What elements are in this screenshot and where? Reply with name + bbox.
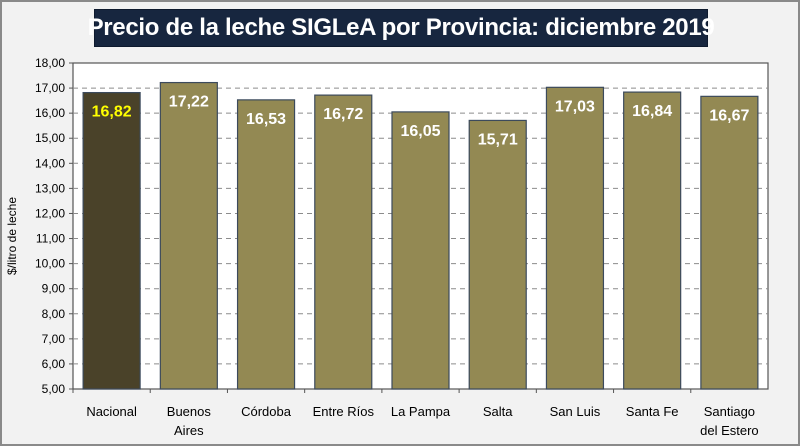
- data-label: 17,22: [169, 94, 209, 111]
- x-tick-label-line: San Luis: [550, 404, 601, 419]
- x-tick-label-line: Córdoba: [241, 404, 292, 419]
- y-tick-label: 8,00: [42, 307, 66, 321]
- y-tick-label: 5,00: [42, 382, 66, 396]
- y-tick-label: 9,00: [42, 282, 66, 296]
- y-tick-label: 10,00: [35, 257, 65, 271]
- chart-title-box: Precio de la leche SIGLeA por Provincia:…: [88, 9, 715, 47]
- data-label: 16,67: [709, 107, 749, 124]
- y-tick-label: 13,00: [35, 181, 65, 195]
- x-tick-label-line: Nacional: [86, 404, 137, 419]
- x-tick-label: Santa Fe: [626, 404, 679, 419]
- x-tick-label: Nacional: [86, 404, 137, 419]
- chart-title: Precio de la leche SIGLeA por Provincia:…: [87, 14, 715, 41]
- data-label: 16,82: [92, 104, 132, 121]
- x-tick-label-line: Santiago: [704, 404, 755, 419]
- y-tick-label: 18,00: [35, 56, 65, 70]
- y-tick-label: 11,00: [36, 232, 65, 246]
- y-tick-label: 6,00: [42, 357, 66, 371]
- x-tick-label: La Pampa: [391, 404, 451, 419]
- bar: [468, 119, 527, 390]
- bars: [72, 81, 759, 393]
- bar: [82, 91, 141, 390]
- y-tick-label: 16,00: [35, 106, 65, 120]
- bar: [391, 111, 450, 390]
- x-axis-labels: Nacional Buenos Aires Córdoba Entre Ríos La P…: [86, 404, 758, 438]
- x-tick-label: Córdoba: [241, 404, 292, 419]
- x-tick-label: Santiago del Estero: [700, 404, 759, 438]
- x-tick-label: Buenos Aires: [167, 404, 212, 438]
- data-labels: 16,82 17,22 16,53 16,72 16,05 15,71 17,03 16,84…: [92, 94, 750, 149]
- bar: [623, 91, 682, 390]
- bar: [700, 95, 759, 390]
- x-tick-label-line: del Estero: [700, 423, 759, 438]
- y-tick-label: 15,00: [35, 131, 65, 145]
- y-tick-label: 17,00: [35, 81, 65, 95]
- x-tick-label: Entre Ríos: [313, 404, 375, 419]
- x-tick-label-line: Santa Fe: [626, 404, 679, 419]
- bar: [236, 99, 296, 390]
- y-axis-ticks: 5,00 6,00 7,00 8,00 9,00 10,00 11,00 12,00 13,00…: [35, 56, 73, 396]
- x-tick-label-line: Entre Ríos: [313, 404, 375, 419]
- data-label: 16,84: [632, 103, 672, 120]
- y-tick-label: 12,00: [35, 206, 65, 220]
- data-label: 15,71: [478, 131, 518, 148]
- x-tick-label: Salta: [483, 404, 513, 419]
- data-label: 17,03: [555, 98, 595, 115]
- bar: [314, 94, 373, 390]
- y-tick-label: 14,00: [35, 156, 65, 170]
- data-label: 16,05: [400, 123, 440, 140]
- x-tick-label: San Luis: [550, 404, 601, 419]
- y-tick-label: 7,00: [42, 332, 66, 346]
- x-tick-label-line: Buenos: [167, 404, 212, 419]
- data-label: 16,72: [323, 106, 363, 123]
- x-tick-label-line: Salta: [483, 404, 513, 419]
- x-tick-label-line: La Pampa: [391, 404, 451, 419]
- x-tick-label-line: Aires: [174, 423, 204, 438]
- bar: [545, 86, 605, 390]
- y-axis-title: $/litro de leche: [5, 197, 19, 275]
- bar: [159, 81, 218, 390]
- data-label: 16,53: [246, 111, 286, 128]
